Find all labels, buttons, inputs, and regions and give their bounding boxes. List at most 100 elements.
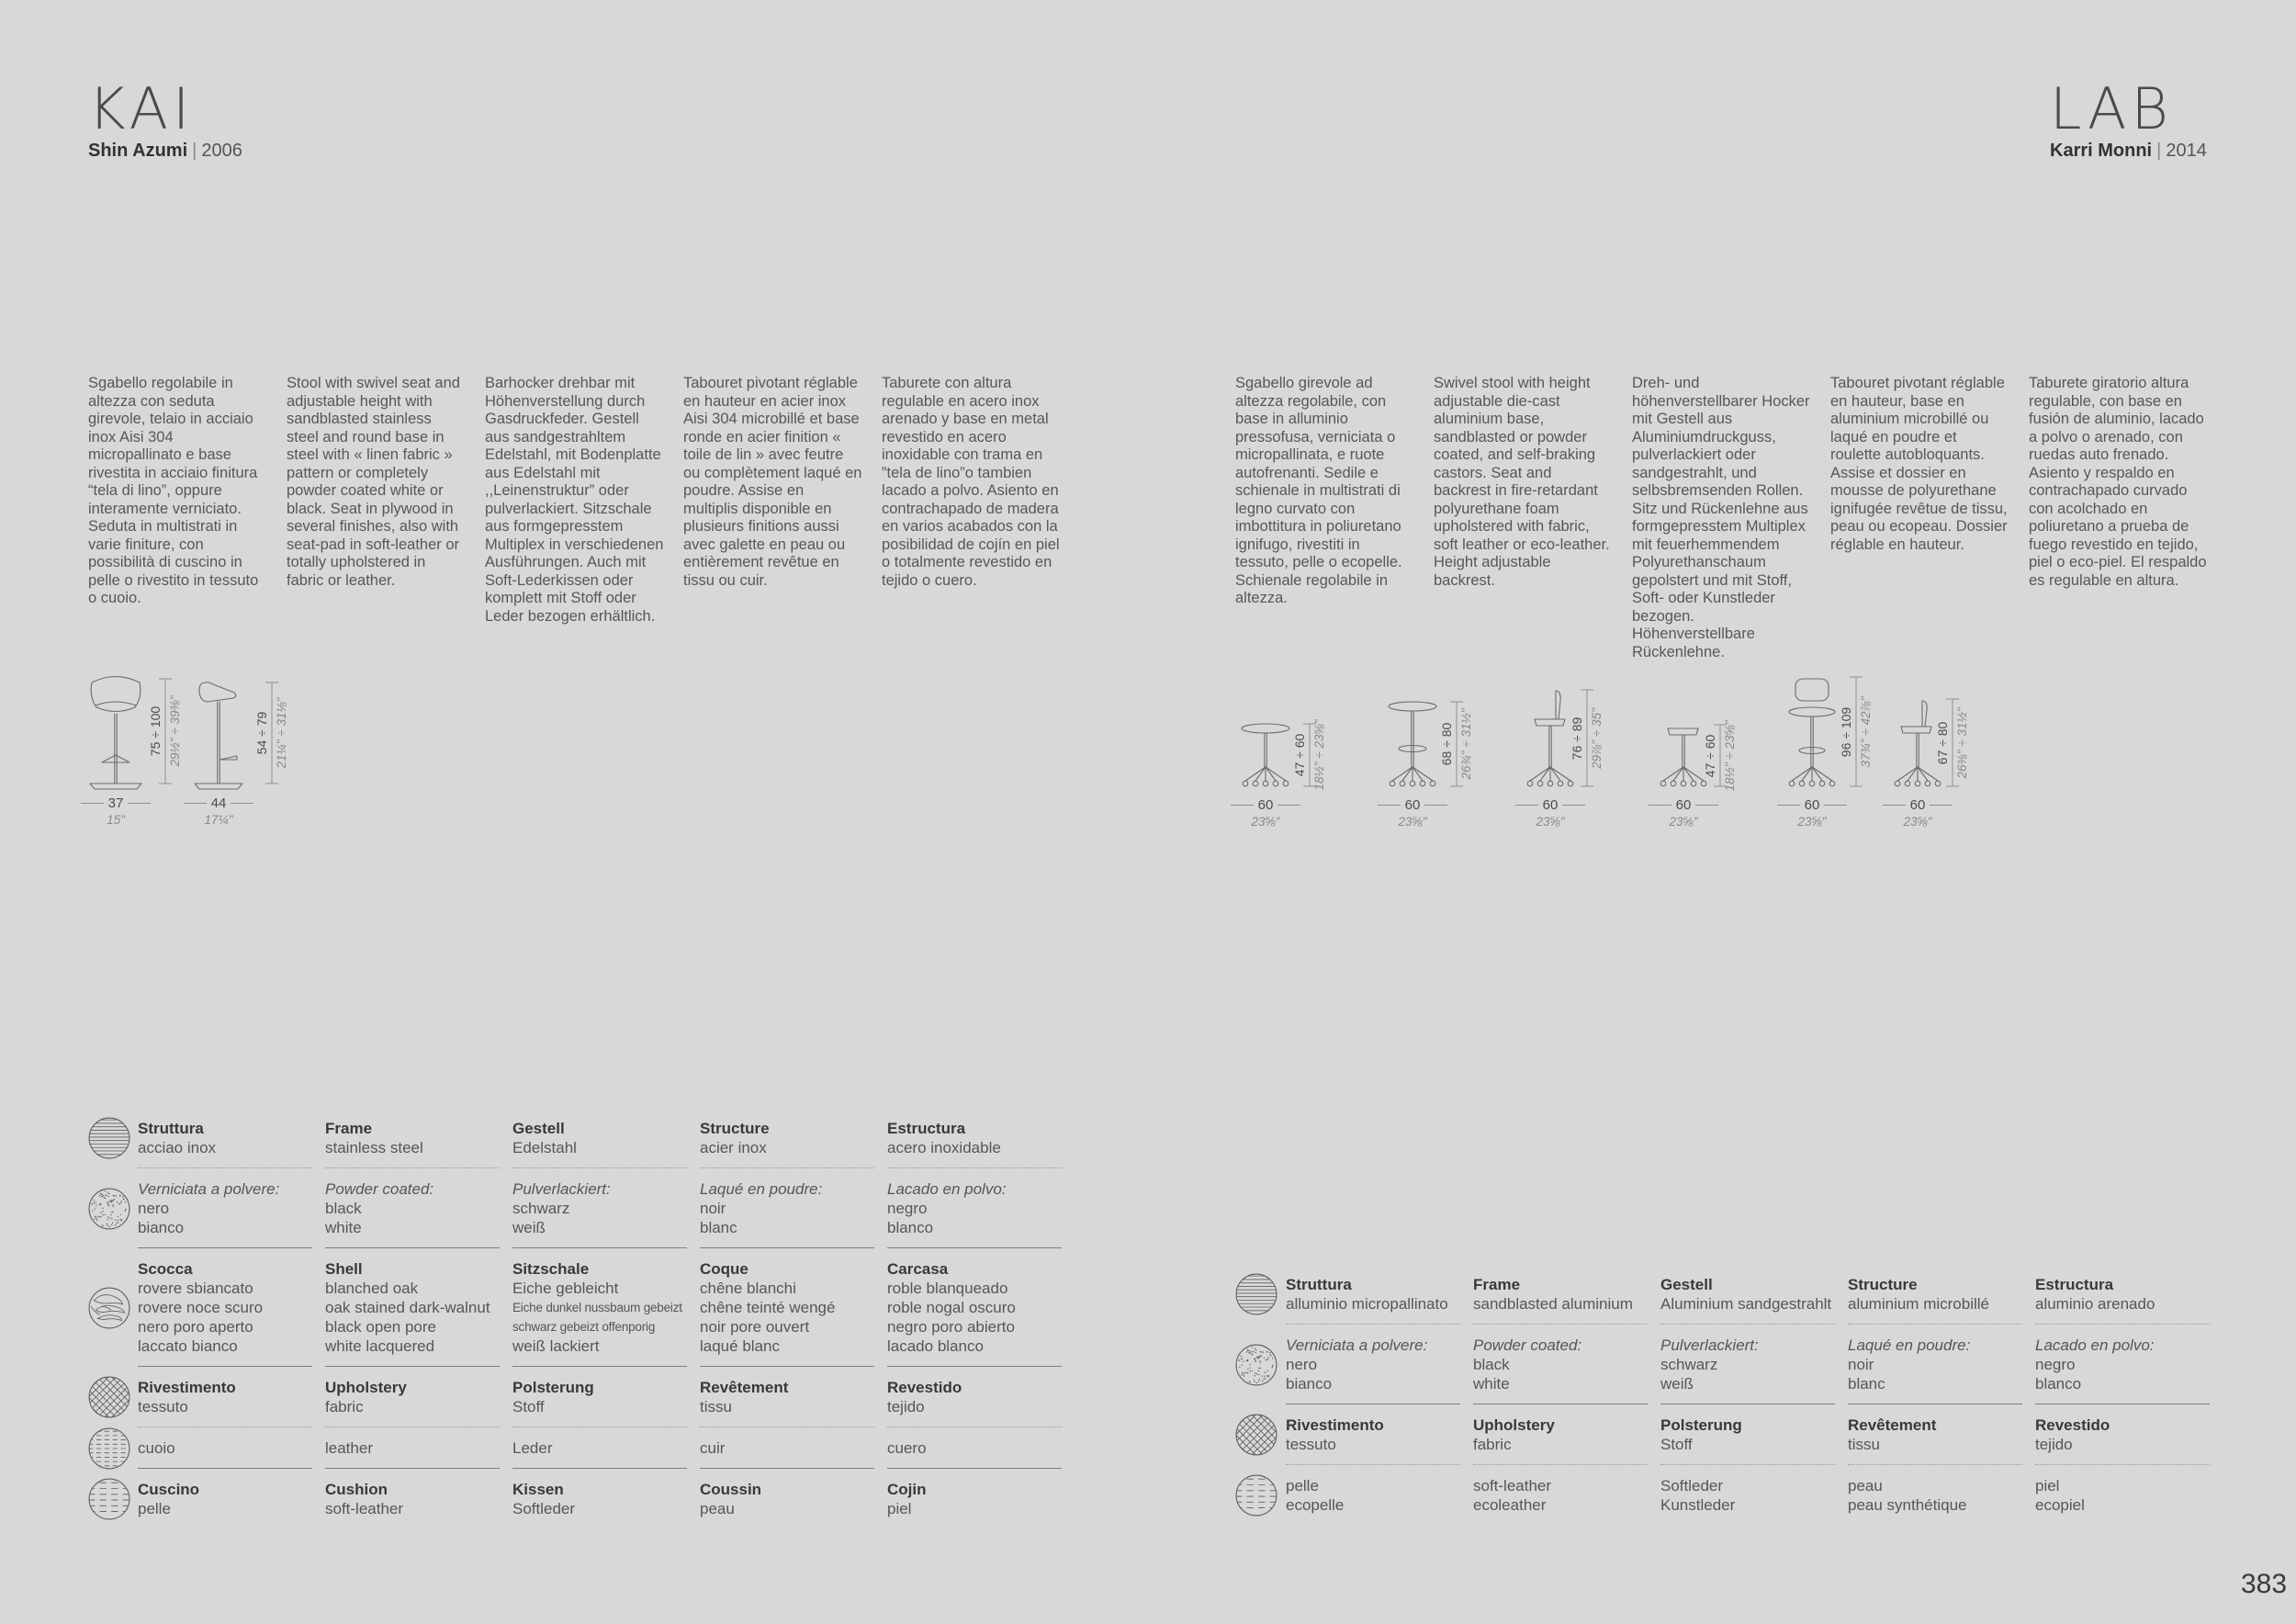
material-label: Lacado en polvo: <box>2035 1336 2155 1354</box>
divider-line <box>1286 1324 1460 1325</box>
lab-materials-table: Struttura alluminio micropallinato Vernici… <box>1286 1275 2210 1515</box>
divider-line <box>1660 1324 1835 1325</box>
material-value: peau <box>1848 1477 1883 1494</box>
material-row: Gestell Aluminium sandgestrahlt <box>1660 1275 1835 1325</box>
lab-description-it: Sgabello girevole ad altezza regolabile,… <box>1235 375 1402 606</box>
material-label: Upholstery <box>1473 1416 1555 1434</box>
material-value: Leder <box>512 1439 553 1457</box>
material-row: Revestido tejido <box>887 1378 1062 1427</box>
dimension-line <box>1883 805 1906 806</box>
material-value: schwarz gebeizt offenporig <box>512 1320 656 1334</box>
material-value: pelle <box>138 1500 171 1517</box>
material-label: Struttura <box>138 1120 204 1137</box>
materials-column-fr: Structure aluminium microbillé Laqué en po… <box>1848 1275 2022 1515</box>
material-value: fabric <box>1473 1436 1512 1453</box>
lab-width-dimension: 60 23⅝" <box>1777 797 1847 829</box>
width-dim-cm: 60 <box>1378 797 1447 813</box>
material-label: Cushion <box>325 1481 388 1498</box>
material-row: Upholstery fabric <box>325 1378 500 1427</box>
material-row: Shell blanched oak oak stained dark-walnut… <box>325 1259 500 1367</box>
lab-height-dimension-cm: 67 ÷ 80 <box>1935 721 1950 765</box>
lab-header: LAB Karri Monni | 2014 <box>2050 75 2207 162</box>
material-row: Powder coated: black white <box>1473 1336 1648 1404</box>
material-label: Carcasa <box>887 1260 949 1278</box>
material-value: negro <box>2035 1356 2076 1373</box>
material-label: Laqué en poudre: <box>1848 1336 1971 1354</box>
width-dim-cm: 60 <box>1231 797 1300 813</box>
material-value: cuero <box>887 1439 927 1457</box>
kai-height-dimension-cm: 54 ÷ 79 <box>254 711 269 755</box>
material-row: Estructura aluminio arenado <box>2035 1275 2210 1325</box>
kai-header: KAI Shin Azumi | 2006 <box>88 81 242 162</box>
dimension-line <box>1695 805 1718 806</box>
material-value: noir <box>700 1200 726 1217</box>
width-dim-inches: 17¼" <box>204 813 233 827</box>
materials-column-es: Estructura aluminio arenado Lacado en polv… <box>2035 1275 2210 1515</box>
material-row: piel ecopiel <box>2035 1476 2210 1515</box>
lab-drawing-low-stool-front <box>1241 723 1316 787</box>
material-label: Scocca <box>138 1260 193 1278</box>
material-value: negro <box>887 1200 928 1217</box>
material-value: white <box>325 1219 362 1236</box>
divider-line <box>325 1366 500 1367</box>
material-row: Struttura acciao inox <box>138 1119 312 1168</box>
material-value: lacado blanco <box>887 1337 984 1355</box>
material-value: tejido <box>2035 1436 2073 1453</box>
material-row: Pulverlackiert: schwarz weiß <box>1660 1336 1835 1404</box>
lab-year: 2014 <box>2166 141 2207 161</box>
width-dim-inches: 23⅝" <box>1669 815 1698 829</box>
divider-line <box>2035 1324 2210 1325</box>
material-label: Frame <box>325 1120 373 1137</box>
dimension-line <box>1562 805 1585 806</box>
material-label: Rivestimento <box>1286 1416 1384 1434</box>
material-value: ecopelle <box>1286 1496 1345 1514</box>
materials-column-es: Estructura acero inoxidable Lacado en polv… <box>887 1119 1062 1518</box>
divider-line <box>2035 1464 2210 1465</box>
kai-description-es: Taburete con altura regulable en acero i… <box>882 375 1060 589</box>
fabric-cross-icon <box>1235 1414 1277 1456</box>
material-label: Sitzschale <box>512 1260 590 1278</box>
divider-line <box>700 1468 874 1469</box>
divider-line <box>1286 1464 1460 1465</box>
lab-height-dimension-inches: 18½" ÷ 23⅝" <box>1312 719 1326 791</box>
lab-height-dimension-cm: 96 ÷ 109 <box>1839 706 1853 758</box>
material-value: Stoff <box>1660 1436 1693 1453</box>
divider-line <box>887 1247 1062 1248</box>
material-label: Upholstery <box>325 1379 407 1396</box>
material-value: cuoio <box>138 1439 175 1457</box>
material-value: Kunstleder <box>1660 1496 1736 1514</box>
divider-line <box>325 1468 500 1469</box>
lab-drawing-low-stool-side <box>1660 724 1727 787</box>
leather-dash-icon <box>88 1427 130 1470</box>
lab-title: LAB <box>2050 75 2173 142</box>
material-value: acciao inox <box>138 1139 217 1156</box>
material-label: Revêtement <box>1848 1416 1937 1434</box>
lab-height-dimension-inches: 26⅜" ÷ 31½" <box>1955 707 1969 779</box>
material-value: peau synthétique <box>1848 1496 1967 1514</box>
material-row: Structure acier inox <box>700 1119 874 1168</box>
material-row: Polsterung Stoff <box>512 1378 687 1427</box>
materials-column-fr: Structure acier inox Laqué en poudre: noir b… <box>700 1119 874 1518</box>
dimension-line <box>231 803 253 804</box>
divider-line <box>138 1468 312 1469</box>
width-dim-cm: 60 <box>1649 797 1718 813</box>
material-value: Stoff <box>512 1398 545 1415</box>
material-label: Lacado en polvo: <box>887 1180 1007 1198</box>
material-value: bianco <box>138 1219 185 1236</box>
material-value: piel <box>887 1500 912 1517</box>
material-value: stainless steel <box>325 1139 423 1156</box>
kai-technical-drawings <box>89 675 278 790</box>
divider-line <box>700 1167 874 1168</box>
material-value: peau <box>700 1500 735 1517</box>
divider-line <box>512 1167 687 1168</box>
material-value: nero <box>1286 1356 1318 1373</box>
wood-grain-icon <box>88 1287 130 1329</box>
divider-line <box>1473 1324 1648 1325</box>
kai-materials-table: Struttura acciao inox Verniciata a polvere… <box>138 1119 1062 1518</box>
material-value: ecopiel <box>2035 1496 2085 1514</box>
material-label: Polsterung <box>1660 1416 1742 1434</box>
material-value: black <box>1473 1356 1510 1373</box>
material-row: Revêtement tissu <box>1848 1415 2022 1465</box>
material-label: Gestell <box>512 1120 565 1137</box>
dimension-line <box>1277 805 1300 806</box>
